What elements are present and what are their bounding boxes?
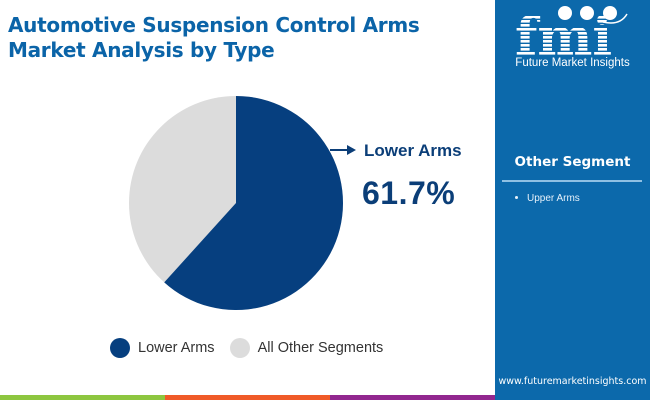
chart-title: Automotive Suspension Control Arms Marke… [8,13,420,62]
other-segment-item: Upper Arms [515,193,580,204]
legend-label: All Other Segments [257,340,384,356]
chart-legend: Lower Arms All Other Segments [110,338,398,358]
legend-swatch-icon [229,338,250,358]
legend-swatch-icon [110,338,130,358]
bar-purple [330,395,495,400]
website-link[interactable]: www.futuremarketinsights.com [498,376,647,387]
legend-item-all-other-segments: All Other Segments [229,338,384,358]
legend-item-lower-arms: Lower Arms [110,338,215,358]
callout-value: 61.7% [362,175,456,211]
side-panel: fmi Future Market Insights Other Segment… [495,0,650,400]
legend-label: Lower Arms [138,340,215,356]
logo-subtitle: Future Market Insights [515,57,630,69]
brand-color-bar [0,395,495,400]
fmi-logo-icon: fmi [515,6,628,68]
pie-slice-lower-arms [164,96,343,310]
bar-orange [165,395,330,400]
callout-label: Lower Arms [364,141,462,160]
other-segment-heading: Other Segment [514,154,631,170]
bar-green [0,395,165,400]
bullet-icon [515,195,518,199]
callout-arrow-icon [330,145,356,155]
pie-chart [129,96,356,310]
divider [502,180,642,182]
